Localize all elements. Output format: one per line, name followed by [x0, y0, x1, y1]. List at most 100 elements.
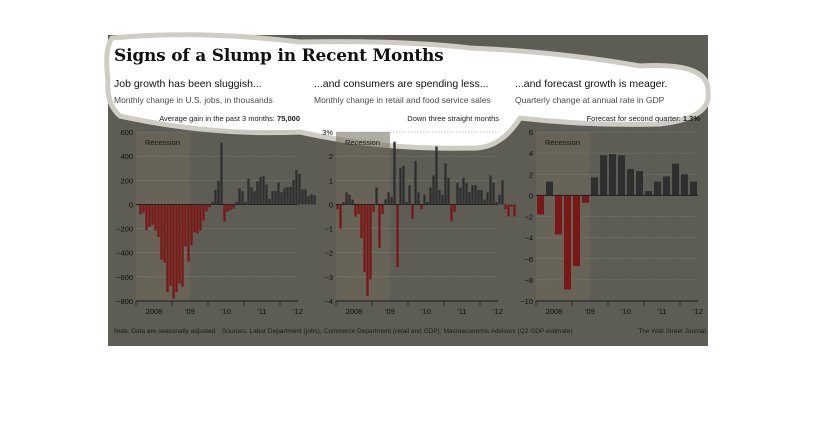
retail-bar — [501, 180, 504, 205]
jobs-bar — [205, 204, 208, 212]
retail-bar — [342, 202, 345, 205]
retail-bar — [393, 141, 396, 205]
jobs-bar — [298, 173, 301, 205]
jobs-chart: Recession 600 400 200 0 −200 −400 −600 −800 2008 '… — [116, 128, 316, 316]
retail-bar — [369, 204, 372, 280]
gdp-ytick-label: 2 — [529, 170, 533, 179]
retail-bar — [375, 187, 378, 205]
jobs-ytick-label: 200 — [120, 176, 133, 185]
retail-bar — [444, 163, 447, 205]
jobs-bar — [274, 191, 277, 205]
jobs-bar — [301, 189, 304, 205]
jobs-xtick-label: '11 — [257, 307, 266, 316]
jobs-ytick-label: 600 — [120, 128, 133, 137]
retail-ytick-label: −3 — [324, 273, 333, 282]
gdp-bar — [626, 168, 635, 196]
jobs-bar — [253, 191, 256, 205]
retail-ytick-label: 3% — [322, 128, 333, 137]
jobs-bar — [208, 204, 211, 208]
jobs-ytick-label: −800 — [116, 297, 133, 306]
jobs-bar — [220, 142, 223, 205]
retail-bar — [438, 189, 441, 205]
retail-bar — [453, 204, 456, 212]
gdp-bar — [644, 191, 653, 196]
jobs-bar — [157, 204, 160, 238]
graphic-title: Signs of a Slump in Recent Months — [114, 46, 444, 66]
jobs-bar — [217, 180, 220, 205]
retail-bar — [480, 189, 483, 205]
jobs-bar — [184, 204, 187, 247]
jobs-bar — [280, 192, 283, 205]
gdp-bar — [608, 154, 617, 196]
jobs-xtick-label: '10 — [221, 307, 231, 316]
jobs-bar — [247, 178, 250, 205]
jobs-bar — [313, 195, 316, 205]
jobs-bar — [244, 201, 247, 205]
jobs-ytick-label: 400 — [120, 152, 133, 161]
gdp-bar — [563, 195, 572, 290]
jobs-ytick-label: −600 — [116, 273, 133, 282]
retail-xtick-label: '09 — [385, 307, 395, 316]
jobs-bar — [232, 204, 235, 209]
retail-bar — [345, 192, 348, 205]
jobs-bar — [262, 176, 265, 205]
jobs-bar — [193, 204, 196, 233]
footer-note: Note: Data are seasonally adjusted — [114, 328, 216, 335]
retail-recession-label: Recession — [345, 138, 380, 147]
retail-bar — [513, 204, 516, 217]
jobs-bar — [235, 201, 238, 205]
jobs-recession-label: Recession — [145, 138, 180, 147]
panel-3-note-value: 1.3% — [682, 114, 700, 123]
retail-bar — [465, 182, 468, 205]
jobs-bar — [190, 204, 193, 246]
jobs-bar — [172, 204, 175, 299]
retail-bar — [411, 204, 414, 219]
retail-bar — [366, 204, 369, 297]
jobs-bar — [154, 204, 157, 231]
retail-bar — [372, 204, 375, 212]
retail-bar — [420, 204, 423, 210]
panel-1-note: Average gain in the past 3 months: 75,00… — [159, 114, 300, 123]
retail-ytick-label: 2 — [329, 152, 333, 161]
jobs-bar — [169, 204, 172, 286]
retail-bar — [474, 185, 477, 205]
footer-sources: Sources: Labor Department (jobs); Commer… — [222, 328, 573, 335]
gdp-bar — [536, 195, 545, 215]
jobs-bar — [250, 187, 253, 205]
retail-bar — [348, 194, 351, 205]
jobs-bar — [223, 204, 226, 222]
jobs-bar — [241, 191, 244, 205]
retail-ytick-label: 1 — [329, 176, 333, 185]
panel-3-note-text: Forecast for second quarter: — [586, 114, 683, 123]
panel-3-heading: ...and forecast growth is meager. — [515, 78, 668, 90]
gdp-ytick-label: 0 — [529, 191, 533, 200]
jobs-recession-shade — [136, 132, 190, 301]
jobs-bar — [271, 191, 274, 205]
retail-bar — [477, 189, 480, 205]
jobs-bar — [175, 204, 178, 293]
jobs-bar — [304, 189, 307, 205]
gdp-bar — [671, 163, 680, 196]
jobs-bar — [310, 194, 313, 205]
gdp-ytick-label: 4 — [529, 149, 533, 158]
jobs-bar — [265, 184, 268, 205]
jobs-bar — [199, 204, 202, 231]
jobs-bar — [307, 196, 310, 205]
gdp-bar — [680, 174, 689, 196]
retail-bar — [387, 192, 390, 205]
gdp-ytick-label: −2 — [524, 213, 533, 222]
retail-bar — [498, 194, 501, 205]
retail-bar — [414, 160, 417, 205]
gdp-bar — [617, 155, 626, 196]
panel-3-description: Quarterly change at annual rate in GDP — [515, 95, 665, 105]
gdp-xtick-label: '09 — [585, 307, 595, 316]
retail-bar — [378, 204, 381, 248]
gdp-bar — [590, 177, 599, 196]
retail-bar — [435, 146, 438, 205]
retail-bar — [390, 197, 393, 205]
retail-xtick-label: 2008 — [346, 307, 363, 316]
jobs-bar — [259, 177, 262, 205]
gdp-xtick-label: '11 — [657, 307, 666, 316]
retail-bar — [357, 204, 360, 215]
